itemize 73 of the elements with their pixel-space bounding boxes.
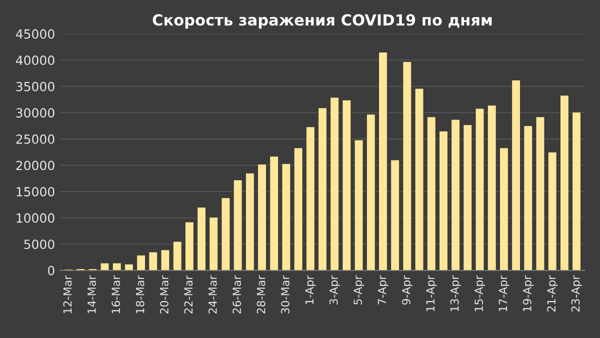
bar xyxy=(245,172,254,270)
bar xyxy=(112,262,122,270)
bar xyxy=(463,124,472,270)
bar xyxy=(366,114,376,270)
y-tick-label: 5000 xyxy=(24,240,54,250)
x-tick-label: 13-Apr xyxy=(450,275,461,312)
bar xyxy=(402,61,412,270)
bar xyxy=(258,164,266,270)
x-tick-label: 5-Apr xyxy=(354,275,364,304)
x-tick-label: 1-Apr xyxy=(305,275,316,304)
y-tick-label: 0 xyxy=(48,266,54,276)
bar xyxy=(270,156,279,270)
bar xyxy=(500,148,508,270)
y-tick-label: 15000 xyxy=(16,187,54,196)
bar xyxy=(572,112,581,270)
bar xyxy=(100,262,110,270)
y-tick-label: 45000 xyxy=(16,29,54,39)
x-tick-label: 18-Mar xyxy=(136,275,144,314)
x-tick-label: 14-Mar xyxy=(88,275,96,314)
bar xyxy=(209,217,218,270)
bar xyxy=(148,252,158,270)
x-tick-label: 15-Apr xyxy=(474,275,486,312)
x-tick-label: 26-Mar xyxy=(232,275,242,314)
y-tick-label: 20000 xyxy=(16,160,54,170)
y-tick-label: 30000 xyxy=(16,108,54,118)
bar xyxy=(221,198,230,270)
bar xyxy=(426,116,436,270)
bar xyxy=(160,250,170,270)
x-tick-label: 17-Apr xyxy=(498,275,510,312)
bar xyxy=(172,241,182,270)
x-tick-label: 30-Mar xyxy=(281,275,290,314)
bar xyxy=(512,80,520,270)
bar xyxy=(136,254,146,270)
bar xyxy=(197,207,206,270)
x-tick-label: 23-Apr xyxy=(571,275,582,312)
bar xyxy=(233,180,242,270)
x-tick-label: 9-Apr xyxy=(402,275,413,305)
y-tick-label: 40000 xyxy=(16,56,54,66)
y-tick-label: 10000 xyxy=(16,213,54,223)
bar xyxy=(536,116,545,270)
x-tick-label: 19-Apr xyxy=(522,275,534,312)
bar xyxy=(282,163,291,270)
x-tick-label: 24-Mar xyxy=(208,275,217,314)
bar xyxy=(548,152,557,270)
x-tick-label: 11-Apr xyxy=(426,275,437,312)
x-tick-label: 12-Mar xyxy=(63,275,72,314)
x-tick-label: 16-Mar xyxy=(112,275,120,314)
bar xyxy=(378,52,388,270)
bar xyxy=(451,119,460,270)
x-tick-label: 3-Apr xyxy=(329,275,340,304)
bar xyxy=(414,88,424,270)
bar xyxy=(487,105,496,270)
y-tick-label: 25000 xyxy=(16,134,54,144)
bar xyxy=(439,130,448,270)
x-tick-label: 7-Apr xyxy=(378,275,388,304)
bar xyxy=(524,126,533,270)
y-tick-label: 35000 xyxy=(16,82,54,92)
bar xyxy=(390,160,400,270)
bar xyxy=(354,140,364,270)
bar xyxy=(560,95,569,270)
chart-title: Скорость заражения COVID19 по дням xyxy=(152,14,492,29)
bar xyxy=(294,148,303,270)
x-tick-label: 22-Mar xyxy=(184,275,193,314)
bar xyxy=(330,97,340,270)
bar xyxy=(475,108,484,270)
x-tick-label: 28-Mar xyxy=(256,275,266,314)
x-tick-label: 21-Apr xyxy=(547,275,558,312)
x-tick-label: 20-Mar xyxy=(160,275,168,314)
bar xyxy=(124,264,134,270)
bar xyxy=(184,222,194,270)
bar xyxy=(306,126,315,270)
bar xyxy=(318,108,327,270)
bar xyxy=(342,100,352,270)
